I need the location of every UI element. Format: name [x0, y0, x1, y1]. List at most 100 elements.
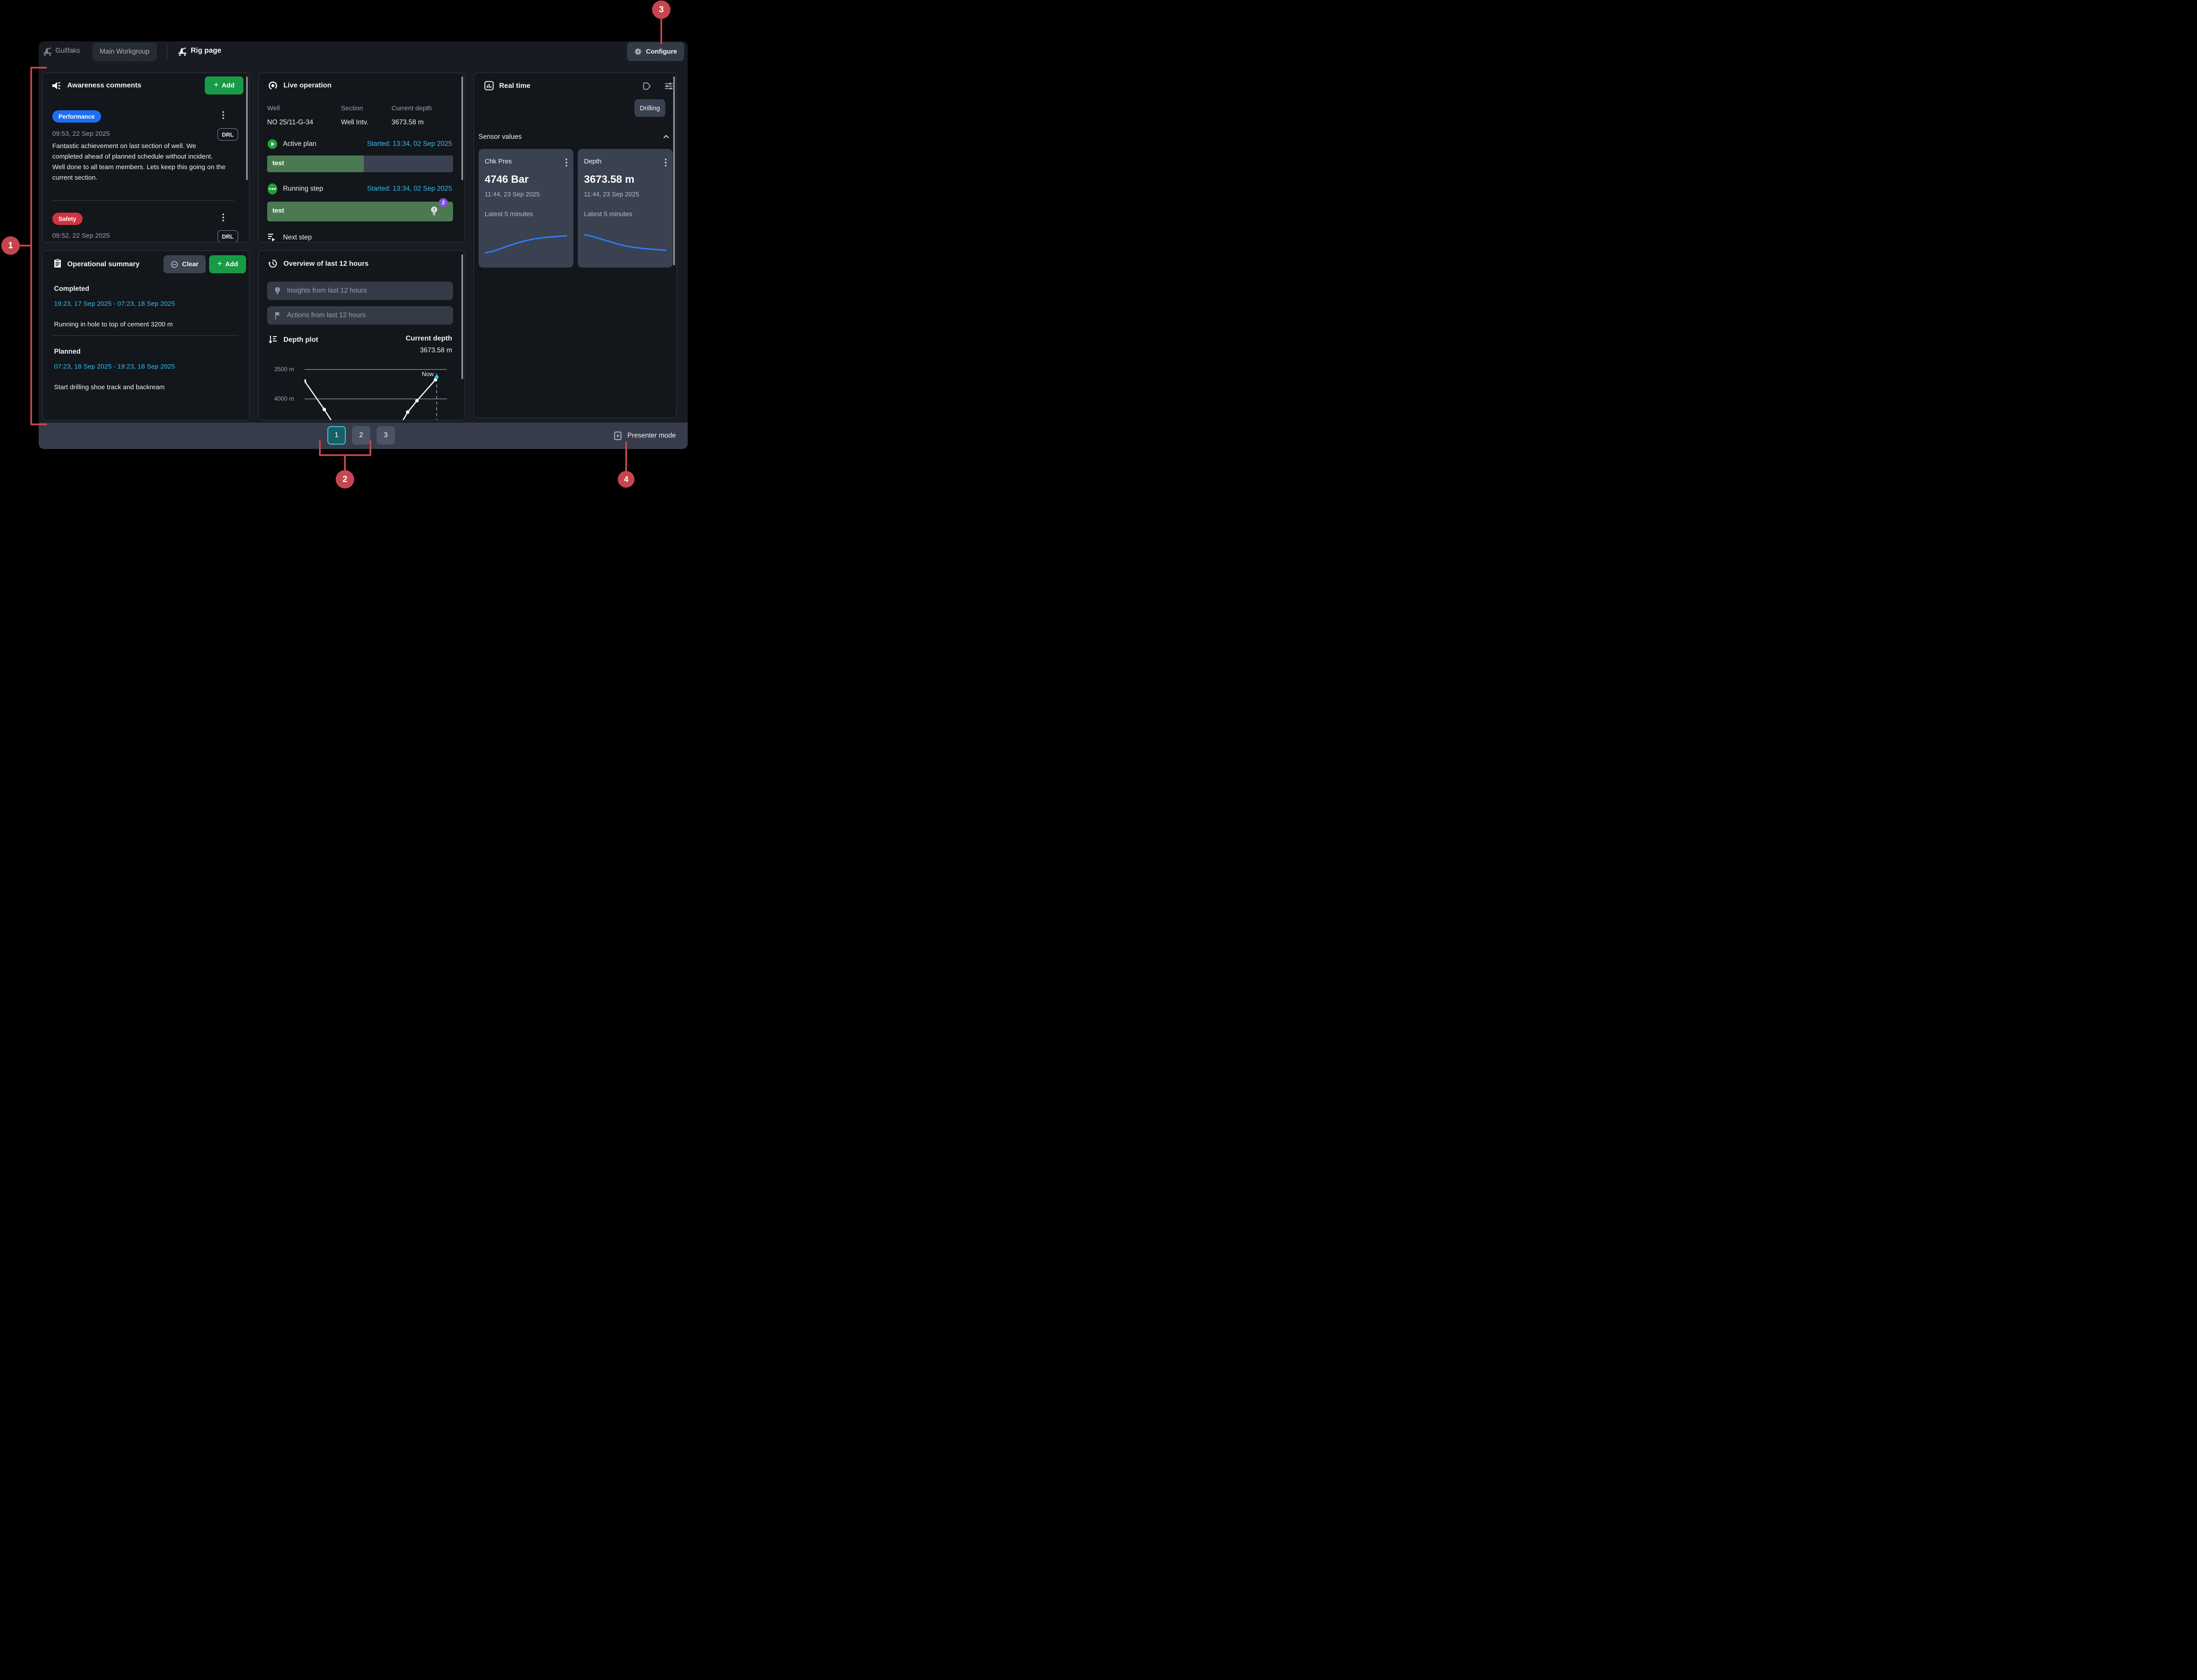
- live-operation-card: Live operation Well Section Current dept…: [258, 72, 465, 243]
- comment-tag-safety: Safety: [52, 213, 83, 225]
- chevron-up-icon[interactable]: [662, 133, 670, 141]
- comment-menu-icon[interactable]: [222, 111, 224, 119]
- section-value: Well Intv.: [341, 119, 369, 126]
- ytick-4000: 4000 m: [274, 395, 294, 402]
- comment-org-badge-2: DRL: [218, 230, 238, 242]
- realtime-title: Real time: [499, 82, 531, 90]
- active-plan-label: Active plan: [283, 140, 316, 148]
- comment-text: Fantastic achievement on last section of…: [52, 142, 226, 181]
- annotation-stem-4: [625, 442, 627, 472]
- operational-summary-card: Operational summary Clear + Add Complete…: [42, 250, 250, 420]
- sliders-icon[interactable]: [664, 81, 674, 91]
- operational-add-button[interactable]: + Add: [209, 255, 246, 273]
- current-depth-value: 3673.58 m: [420, 347, 452, 354]
- planned-range[interactable]: 07:23, 18 Sep 2025 - 19:23, 18 Sep 2025: [54, 363, 175, 370]
- workgroup-selector[interactable]: Main Workgroup: [92, 43, 157, 61]
- annotation-stem-3: [660, 18, 662, 44]
- depth-plot-chart: [305, 369, 447, 420]
- depth-label: Current depth: [392, 105, 432, 112]
- completed-range[interactable]: 19:23, 17 Sep 2025 - 07:23, 18 Sep 2025: [54, 300, 175, 308]
- overview-title: Overview of last 12 hours: [283, 260, 369, 268]
- plus-icon: +: [214, 80, 219, 90]
- annotation-bracket-left-bottom-arm: [30, 424, 47, 425]
- active-plan-progress[interactable]: test: [267, 156, 453, 172]
- depth-plot-icon: [268, 334, 278, 345]
- insight-count-badge: 2: [439, 198, 448, 207]
- tag-icon[interactable]: [642, 81, 652, 91]
- lightbulb-icon: [274, 286, 281, 296]
- well-value: NO 25/11-G-34: [267, 119, 313, 126]
- presenter-mode-button[interactable]: Presenter mode: [613, 423, 676, 449]
- annotation-bracket-left-top-arm: [30, 67, 47, 69]
- configure-button[interactable]: Configure: [627, 42, 684, 61]
- running-step-block[interactable]: test 2: [267, 198, 453, 221]
- insights-label: Insights from last 12 hours: [287, 287, 367, 294]
- sensor-value: 4746 Bar: [485, 174, 529, 185]
- ytick-3500: 3500 m: [274, 366, 294, 373]
- bottom-bar: 1 2 3 Presenter mode: [39, 423, 688, 449]
- page-button-2[interactable]: 2: [352, 426, 370, 445]
- comment-divider: [52, 200, 234, 201]
- comment-org-badge: DRL: [218, 128, 238, 141]
- realtime-scrollbar[interactable]: [673, 76, 675, 265]
- insights-button[interactable]: Insights from last 12 hours: [267, 282, 453, 300]
- awareness-scrollbar[interactable]: [246, 76, 248, 180]
- completed-heading: Completed: [54, 285, 90, 293]
- completed-text: Running in hole to top of cement 3200 m: [54, 321, 173, 328]
- minus-circle-icon: [170, 261, 178, 268]
- next-step-icon: [267, 232, 277, 242]
- sensor-tile-chk-pres[interactable]: Chk Pres 4746 Bar 11:44, 23 Sep 2025 Lat…: [479, 149, 573, 268]
- sensor-value: 3673.58 m: [584, 174, 634, 185]
- depth-plot-label: Depth plot: [283, 336, 319, 344]
- annotation-circle-3: 3: [652, 0, 671, 19]
- comment-menu-icon-2[interactable]: [222, 214, 224, 221]
- comment-timestamp-2: 09:52, 22 Sep 2025: [52, 232, 110, 239]
- history-clock-icon: [268, 258, 278, 269]
- annotation-circle-1: 1: [1, 236, 20, 255]
- annotation-bracket-pagination-left-leg: [319, 440, 321, 456]
- annotation-bracket-left: [30, 67, 32, 425]
- page-button-1[interactable]: 1: [327, 426, 346, 445]
- sensor-menu-icon[interactable]: [665, 159, 667, 167]
- gear-icon: [634, 47, 642, 56]
- running-step-started: Started: 13:34, 02 Sep 2025: [367, 185, 452, 192]
- annotation-stem-2: [344, 455, 346, 471]
- mode-chip-drilling: Drilling: [634, 99, 665, 117]
- clear-label: Clear: [182, 261, 199, 268]
- annotation-circle-2: 2: [336, 470, 354, 489]
- comment-tag-performance: Performance: [52, 110, 101, 123]
- flag-icon: [274, 311, 281, 320]
- page-button-3[interactable]: 3: [377, 426, 395, 445]
- live-scrollbar[interactable]: [461, 76, 463, 180]
- running-step-icon: [267, 183, 278, 195]
- awareness-add-label: Add: [221, 82, 235, 89]
- actions-button[interactable]: Actions from last 12 hours: [267, 306, 453, 325]
- site-name: Gullfaks: [55, 47, 80, 54]
- comment-timestamp: 09:53, 22 Sep 2025: [52, 130, 110, 138]
- operational-add-label: Add: [225, 261, 238, 268]
- chk-pres-sparkline: [485, 235, 567, 254]
- sensor-tile-depth[interactable]: Depth 3673.58 m 11:44, 23 Sep 2025 Lates…: [578, 149, 673, 268]
- plus-icon: +: [217, 259, 222, 268]
- lightbulb-icon[interactable]: [430, 206, 438, 217]
- planned-text: Start drilling shoe track and backream: [54, 384, 165, 391]
- next-step-label: Next step: [283, 234, 312, 241]
- awareness-add-button[interactable]: + Add: [205, 76, 243, 94]
- annotation-connector-1: [19, 245, 32, 246]
- summary-divider: [52, 335, 239, 336]
- current-depth-label: Current depth: [406, 335, 452, 342]
- sensor-window: Latest 5 minutes: [485, 210, 533, 218]
- sensor-time: 11:44, 23 Sep 2025: [485, 191, 540, 198]
- oil-rig-icon: [43, 46, 52, 57]
- planned-heading: Planned: [54, 348, 81, 355]
- overview-scrollbar[interactable]: [461, 254, 463, 379]
- active-plan-progress-fill: [267, 156, 364, 172]
- active-plan-started: Started: 13:34, 02 Sep 2025: [367, 140, 452, 148]
- clear-button[interactable]: Clear: [163, 255, 206, 273]
- sensor-name: Chk Pres: [485, 158, 512, 165]
- sensor-menu-icon[interactable]: [566, 159, 567, 167]
- megaphone-icon: [51, 80, 62, 91]
- clipboard-icon: [52, 258, 63, 268]
- page-title: Rig page: [191, 47, 221, 54]
- well-label: Well: [267, 105, 280, 112]
